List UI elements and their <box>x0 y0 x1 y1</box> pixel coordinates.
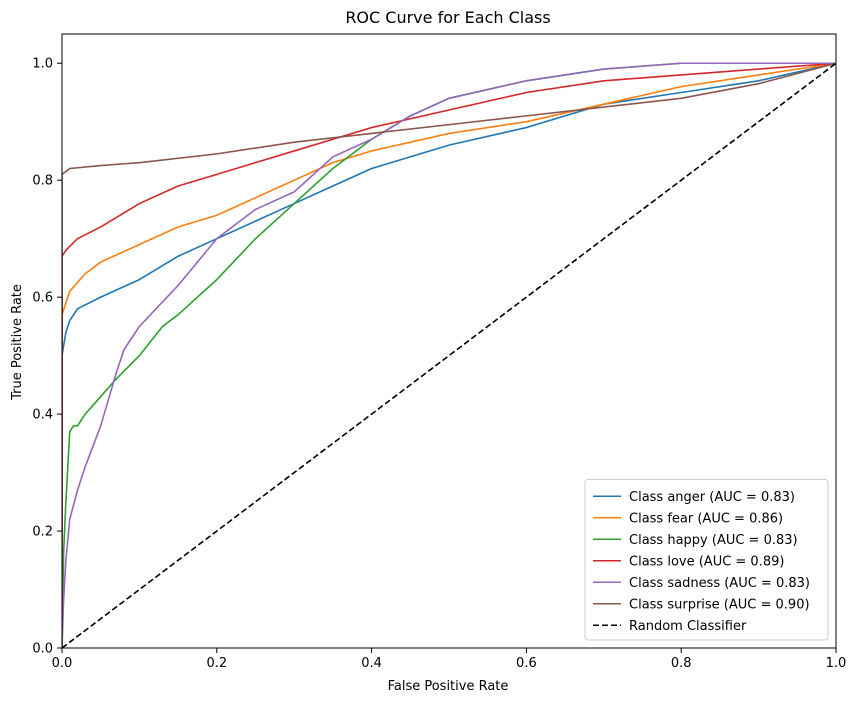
x-axis-ticks: 0.0 0.2 0.4 0.6 0.8 1.0 <box>52 648 847 671</box>
y-tick-label: 0.8 <box>32 174 53 189</box>
y-tick-label: 0.4 <box>32 408 53 423</box>
x-tick-label: 1.0 <box>826 656 847 671</box>
series-line-1 <box>62 62 836 648</box>
x-tick-label: 0.2 <box>206 656 227 671</box>
y-axis-ticks: 0.0 0.2 0.4 0.6 0.8 1.0 <box>32 57 62 657</box>
axes-frame <box>61 33 837 649</box>
series-line-5 <box>62 62 836 648</box>
x-axis-label: False Positive Rate <box>388 679 509 694</box>
legend-box <box>584 479 829 641</box>
legend-entry-6: Random Classifier <box>629 619 747 634</box>
legend: Class anger (AUC = 0.83) Class fear (AUC … <box>584 479 829 641</box>
legend-entry-3: Class love (AUC = 0.89) <box>629 554 784 569</box>
x-tick-label: 0.0 <box>52 656 73 671</box>
legend-entry-0: Class anger (AUC = 0.83) <box>629 490 795 505</box>
y-tick-label: 0.2 <box>32 525 53 540</box>
series-layer <box>62 62 836 648</box>
series-line-4 <box>62 62 836 648</box>
y-tick-label: 0.0 <box>32 642 53 657</box>
chart-title: ROC Curve for Each Class <box>345 8 550 27</box>
legend-entry-5: Class surprise (AUC = 0.90) <box>629 597 810 612</box>
x-tick-label: 0.8 <box>671 656 692 671</box>
legend-entry-4: Class sadness (AUC = 0.83) <box>629 576 810 591</box>
legend-entry-2: Class happy (AUC = 0.83) <box>629 533 798 548</box>
y-tick-label: 1.0 <box>32 57 53 72</box>
series-line-3 <box>62 62 836 648</box>
x-tick-label: 0.4 <box>361 656 382 671</box>
x-tick-label: 0.6 <box>516 656 537 671</box>
y-axis-label: True Positive Rate <box>10 284 25 401</box>
legend-entry-1: Class fear (AUC = 0.86) <box>629 511 783 526</box>
y-tick-label: 0.6 <box>32 291 53 306</box>
